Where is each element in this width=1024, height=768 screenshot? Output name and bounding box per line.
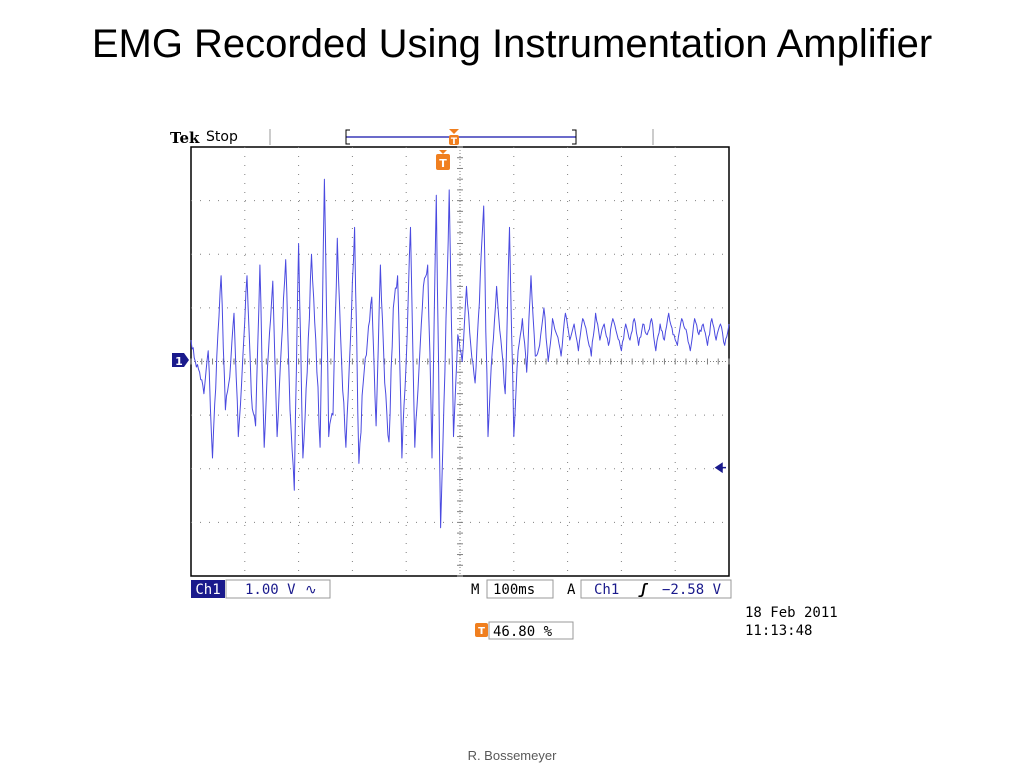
trigger-position-icon: T — [449, 129, 459, 147]
trigger-source: Ch1 — [594, 582, 619, 598]
trigger-position: 46.80 % — [493, 624, 553, 640]
trigger-point-icon: T — [436, 150, 450, 170]
record-window-bracket — [345, 129, 577, 145]
timebase-box — [486, 579, 554, 599]
time-per-div: 100ms — [493, 582, 535, 598]
trigger-slope-icon: ʃ — [638, 582, 649, 598]
trigger-readout-box — [580, 579, 732, 599]
timebase-label: M — [471, 582, 479, 598]
channel-label: Ch1 — [195, 582, 220, 598]
ch1-ground-marker: 1 — [172, 353, 189, 368]
ch1-waveform — [190, 178, 730, 529]
run-state: Stop — [206, 129, 238, 145]
trigger-position-badge-icon: T — [475, 623, 488, 637]
slide-title: EMG Recorded Using Instrumentation Ampli… — [91, 22, 933, 66]
svg-text:T: T — [478, 626, 485, 637]
volts-per-div-box — [225, 579, 331, 599]
capture-date: 18 Feb 2011 — [745, 605, 838, 621]
volts-per-div: 1.00 V — [245, 582, 296, 598]
channel-badge — [191, 580, 225, 598]
trigger-mode: A — [567, 582, 576, 598]
svg-text:T: T — [439, 157, 447, 170]
slide-footer: R. Bossemeyer — [467, 748, 557, 763]
svg-text:1: 1 — [175, 355, 183, 368]
trace-area — [190, 178, 730, 529]
graticule-grid — [190, 146, 730, 577]
coupling-icon: ∿ — [305, 582, 317, 598]
trigger-position-box — [488, 621, 574, 640]
svg-text:T: T — [451, 137, 458, 147]
trigger-level-arrow-icon — [714, 462, 726, 474]
capture-time: 11:13:48 — [745, 623, 812, 639]
trigger-level: −2.58 V — [662, 582, 722, 598]
brand-logo: Tek — [170, 129, 200, 147]
